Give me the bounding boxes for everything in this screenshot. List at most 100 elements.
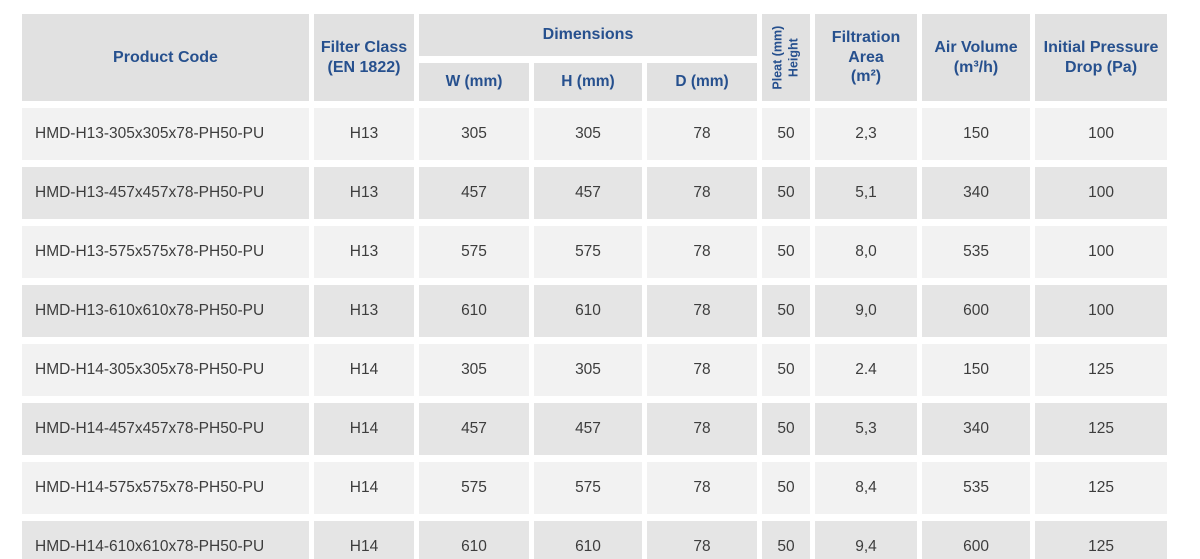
cell-product-code: HMD-H13-575x575x78-PH50-PU [22, 226, 309, 278]
header-label: W (mm) [445, 72, 503, 90]
col-header-product-code: Product Code [22, 14, 309, 101]
cell-d: 78 [647, 167, 758, 219]
header-label: (m³/h) [953, 58, 999, 76]
cell-pleat-height: 50 [762, 462, 811, 514]
cell-pressure-drop: 100 [1035, 285, 1168, 337]
datasheet-page: Product Code Filter Class (EN 1822) Dime… [0, 7, 1200, 559]
cell-air-volume: 340 [922, 403, 1031, 455]
cell-product-code: HMD-H14-305x305x78-PH50-PU [22, 344, 309, 396]
cell-filter-class: H14 [314, 521, 414, 559]
cell-h: 610 [534, 285, 642, 337]
header-label: Drop (Pa) [1065, 58, 1138, 76]
cell-h: 305 [534, 108, 642, 160]
col-header-width: W (mm) [419, 63, 529, 101]
cell-air-volume: 340 [922, 167, 1031, 219]
col-header-depth: D (mm) [647, 63, 758, 101]
header-label: Filtration [831, 29, 901, 47]
cell-filtration-area: 5,1 [815, 167, 918, 219]
header-label: Air Volume [934, 38, 1018, 56]
header-label: (m²) [850, 68, 882, 86]
table-row: HMD-H13-305x305x78-PH50-PU H13 305 305 78 50 2… [22, 108, 1168, 160]
cell-filtration-area: 9,0 [815, 285, 918, 337]
cell-pressure-drop: 125 [1035, 403, 1168, 455]
cell-w: 575 [419, 226, 529, 278]
cell-w: 610 [419, 521, 529, 559]
filter-spec-table: Product Code Filter Class (EN 1822) Dime… [17, 7, 1172, 559]
cell-air-volume: 150 [922, 344, 1031, 396]
col-header-dimensions-group: Dimensions [419, 14, 758, 56]
cell-d: 78 [647, 403, 758, 455]
cell-w: 457 [419, 403, 529, 455]
cell-pressure-drop: 125 [1035, 462, 1168, 514]
cell-product-code: HMD-H14-575x575x78-PH50-PU [22, 462, 309, 514]
cell-d: 78 [647, 462, 758, 514]
header-label: Height [786, 38, 801, 77]
cell-pressure-drop: 125 [1035, 344, 1168, 396]
header-label: (EN 1822) [327, 58, 401, 76]
header-label: Product Code [113, 48, 218, 66]
table-row: HMD-H14-610x610x78-PH50-PU H14 610 610 78 50 9… [22, 521, 1168, 559]
table-row: HMD-H13-575x575x78-PH50-PU H13 575 575 78 50 8… [22, 226, 1168, 278]
header-row-sub: W (mm) H (mm) D (mm) [22, 63, 1167, 101]
cell-filter-class: H14 [314, 462, 414, 514]
cell-d: 78 [647, 521, 758, 559]
cell-d: 78 [647, 344, 758, 396]
cell-product-code: HMD-H13-610x610x78-PH50-PU [22, 285, 309, 337]
header-label: Dimensions [542, 26, 634, 44]
pleat-header-wrap: Pleat (mm) Height [762, 19, 810, 97]
table-header: Product Code Filter Class (EN 1822) Dime… [22, 14, 1168, 101]
cell-w: 610 [419, 285, 529, 337]
cell-h: 610 [534, 521, 642, 559]
cell-filter-class: H13 [314, 167, 414, 219]
pleat-header-rotated-text: Pleat (mm) Height [770, 26, 801, 90]
cell-filtration-area: 8,4 [815, 462, 918, 514]
col-header-height: H (mm) [534, 63, 642, 101]
table-row: HMD-H13-457x457x78-PH50-PU H13 457 457 78 50 5… [22, 167, 1168, 219]
cell-filtration-area: 2,3 [815, 108, 918, 160]
header-label: Filter Class [320, 38, 408, 56]
cell-product-code: HMD-H14-610x610x78-PH50-PU [22, 521, 309, 559]
cell-h: 457 [534, 403, 642, 455]
cell-h: 457 [534, 167, 642, 219]
cell-pressure-drop: 125 [1035, 521, 1168, 559]
cell-pressure-drop: 100 [1035, 108, 1168, 160]
cell-w: 457 [419, 167, 529, 219]
cell-filter-class: H14 [314, 344, 414, 396]
cell-filter-class: H14 [314, 403, 414, 455]
col-header-filtration-area: Filtration Area (m²) [815, 14, 918, 101]
cell-filtration-area: 8,0 [815, 226, 918, 278]
cell-h: 575 [534, 226, 642, 278]
col-header-pressure-drop: Initial Pressure Drop (Pa) [1035, 14, 1168, 101]
table-row: HMD-H14-305x305x78-PH50-PU H14 305 305 78 50 2… [22, 344, 1168, 396]
table-row: HMD-H13-610x610x78-PH50-PU H13 610 610 78 50 9… [22, 285, 1168, 337]
cell-pleat-height: 50 [762, 108, 811, 160]
header-label: D (mm) [675, 72, 729, 90]
header-row-top: Product Code Filter Class (EN 1822) Dime… [22, 14, 1168, 101]
table-row: HMD-H14-575x575x78-PH50-PU H14 575 575 78 50 8… [22, 462, 1168, 514]
header-label: Initial Pressure [1043, 38, 1159, 56]
cell-w: 575 [419, 462, 529, 514]
header-label: Area [848, 48, 884, 66]
cell-product-code: HMD-H13-305x305x78-PH50-PU [22, 108, 309, 160]
cell-filtration-area: 2.4 [815, 344, 918, 396]
cell-pressure-drop: 100 [1035, 167, 1168, 219]
cell-filtration-area: 5,3 [815, 403, 918, 455]
cell-air-volume: 150 [922, 108, 1031, 160]
cell-d: 78 [647, 108, 758, 160]
cell-w: 305 [419, 108, 529, 160]
table-row: HMD-H14-457x457x78-PH50-PU H14 457 457 78 50 5… [22, 403, 1168, 455]
cell-pleat-height: 50 [762, 226, 811, 278]
cell-filter-class: H13 [314, 285, 414, 337]
cell-product-code: HMD-H14-457x457x78-PH50-PU [22, 403, 309, 455]
cell-pleat-height: 50 [762, 344, 811, 396]
col-header-air-volume: Air Volume (m³/h) [922, 14, 1031, 101]
cell-air-volume: 535 [922, 226, 1031, 278]
cell-filter-class: H13 [314, 108, 414, 160]
cell-pleat-height: 50 [762, 521, 811, 559]
cell-product-code: HMD-H13-457x457x78-PH50-PU [22, 167, 309, 219]
cell-filter-class: H13 [314, 226, 414, 278]
cell-pressure-drop: 100 [1035, 226, 1168, 278]
col-header-pleat-height: Pleat (mm) Height [762, 14, 811, 101]
cell-d: 78 [647, 285, 758, 337]
cell-d: 78 [647, 226, 758, 278]
